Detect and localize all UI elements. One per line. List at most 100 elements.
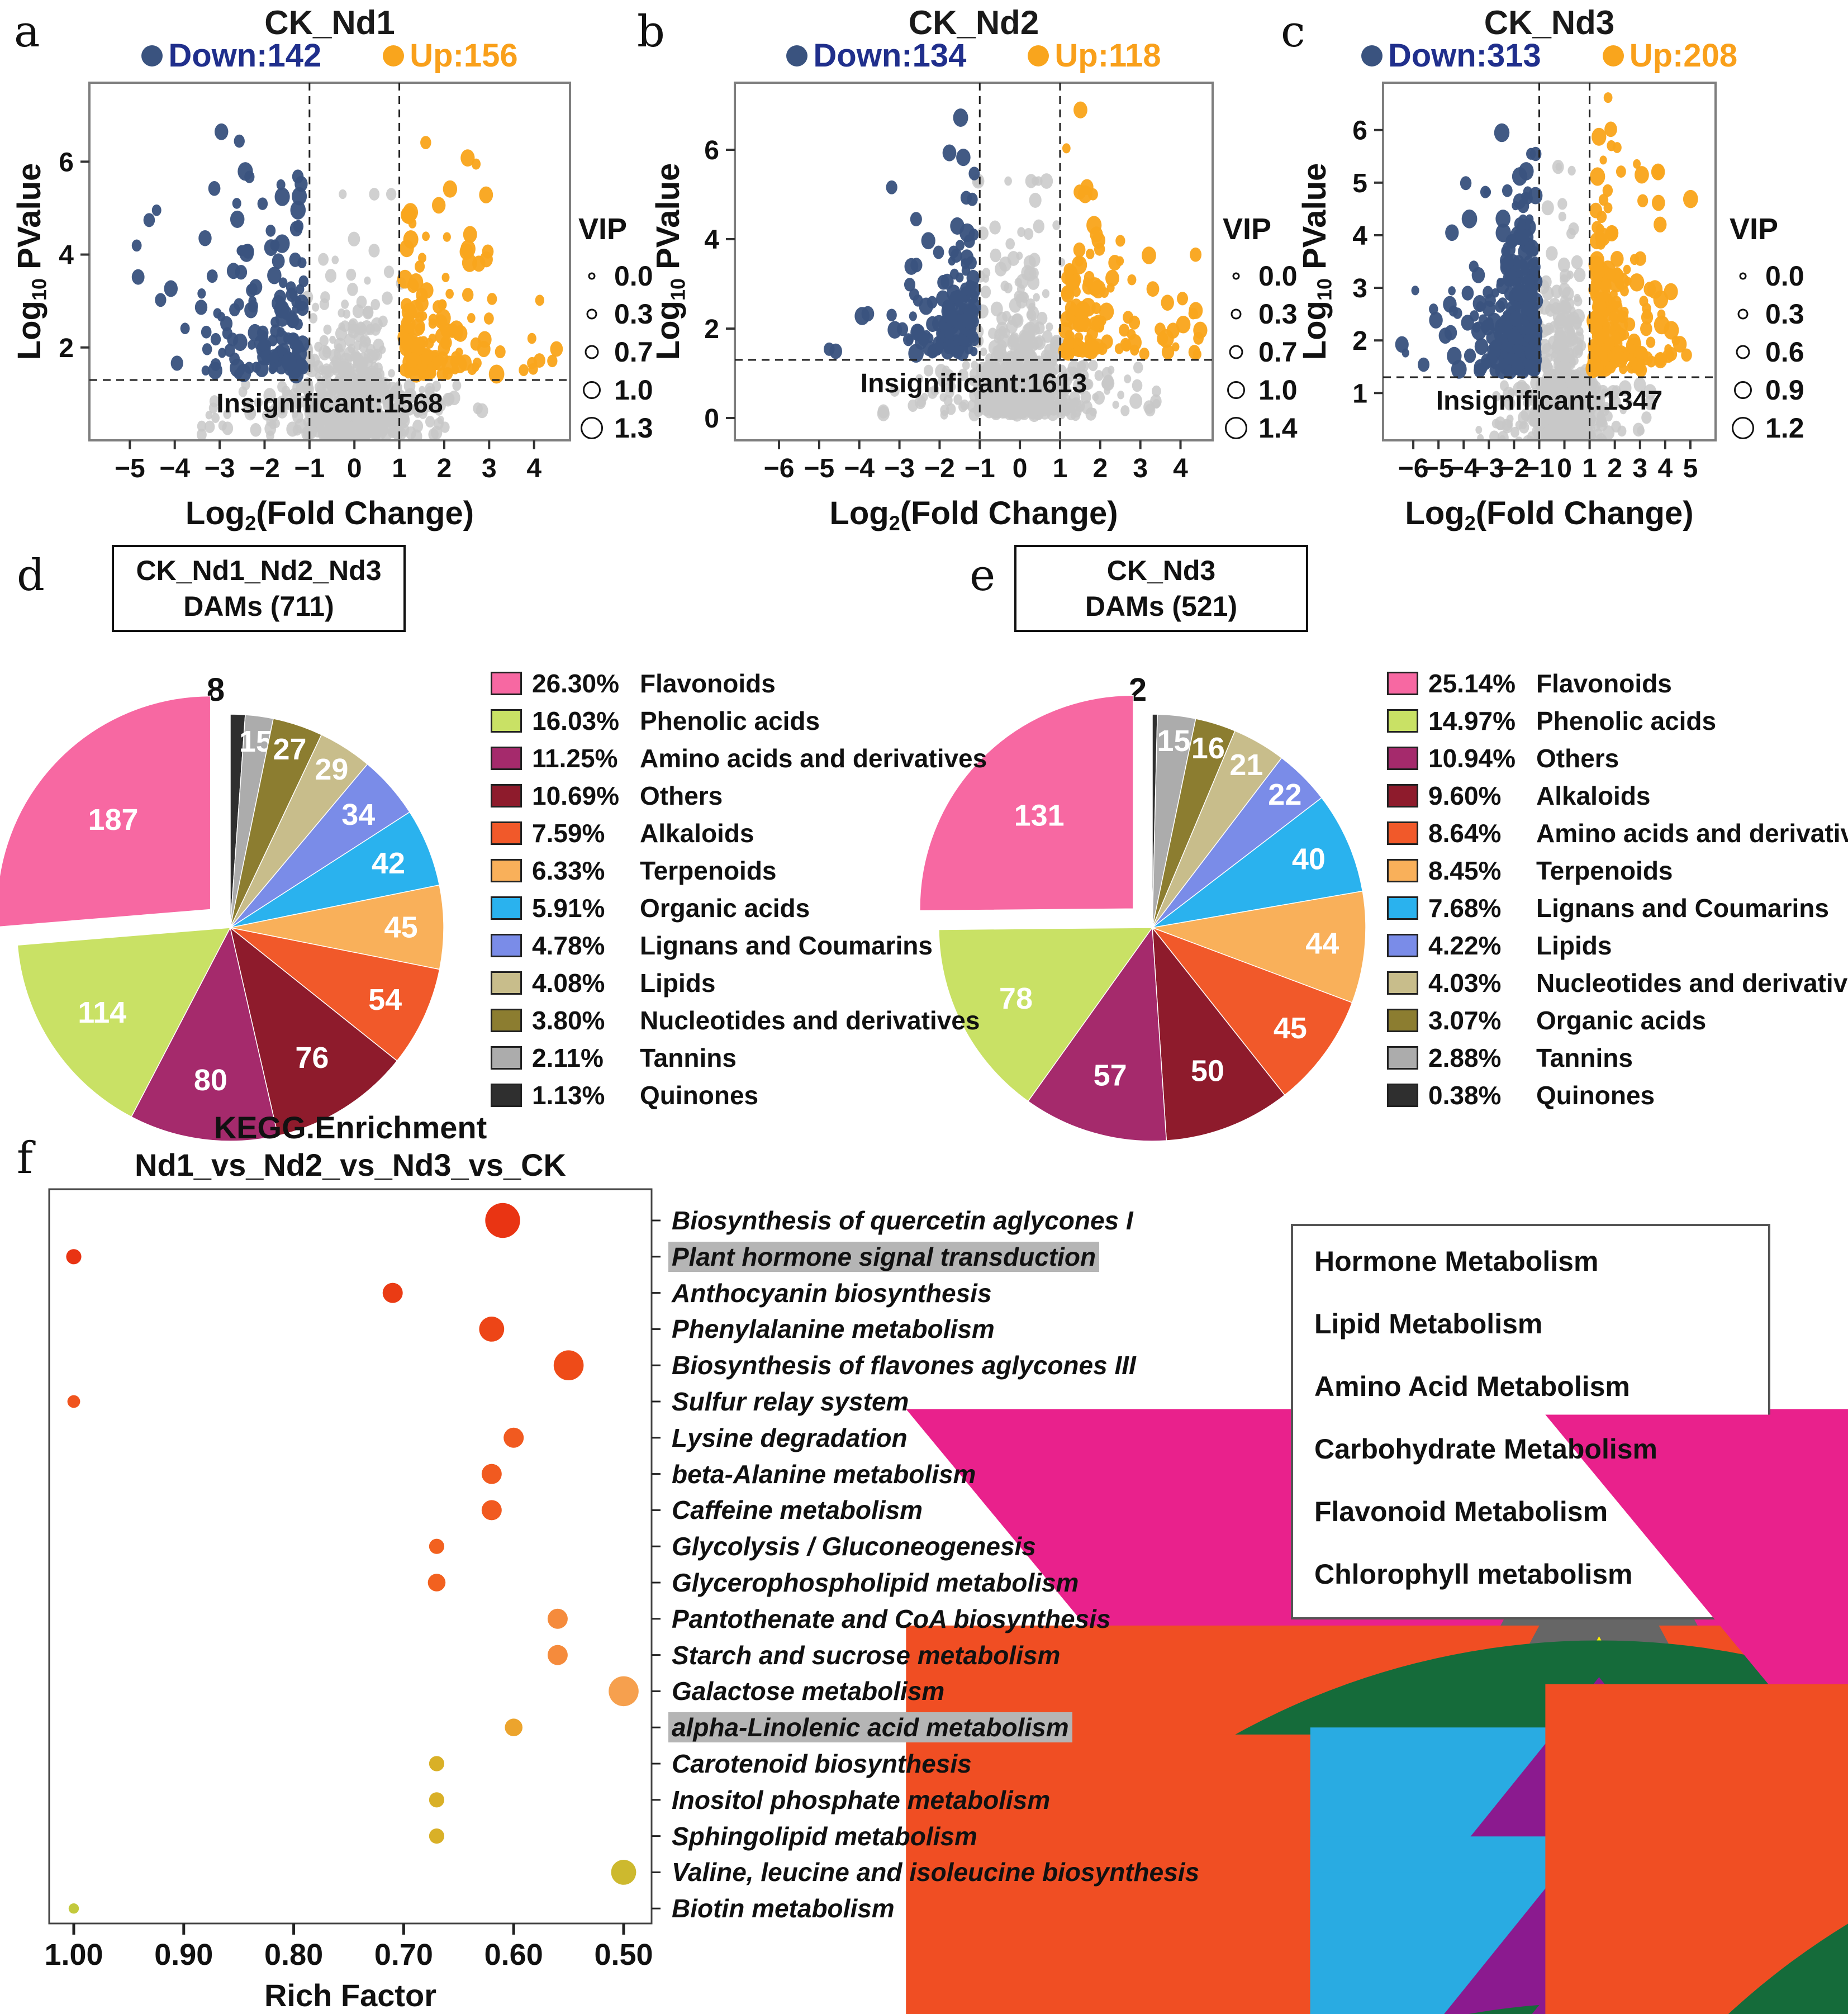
data-point bbox=[1079, 359, 1089, 372]
data-point bbox=[905, 335, 914, 345]
x-tick-label: 0 bbox=[1013, 454, 1028, 483]
pie-legend-row: 26.30% Flavonoids bbox=[491, 668, 776, 699]
points-group bbox=[1395, 92, 1698, 440]
data-point bbox=[933, 245, 944, 259]
data-point bbox=[293, 395, 301, 403]
data-point bbox=[999, 256, 1012, 272]
data-point bbox=[239, 244, 254, 262]
data-point bbox=[442, 367, 453, 380]
pie-title-line2: DAMs (711) bbox=[183, 591, 334, 622]
data-point bbox=[323, 324, 332, 335]
down-count-label: Down:313 bbox=[1388, 37, 1541, 74]
data-point bbox=[337, 361, 348, 375]
data-point bbox=[459, 243, 473, 260]
pie-legend-swatch bbox=[491, 672, 522, 695]
data-point bbox=[438, 299, 447, 311]
data-point bbox=[430, 425, 443, 440]
data-point bbox=[222, 327, 232, 340]
data-point bbox=[257, 197, 268, 210]
data-point bbox=[235, 264, 248, 280]
data-point bbox=[223, 409, 231, 420]
data-point bbox=[915, 374, 923, 383]
data-point bbox=[1091, 302, 1101, 315]
pie-legend-pct: 4.78% bbox=[532, 931, 605, 960]
up-count-label: Up:118 bbox=[1054, 37, 1161, 74]
data-point bbox=[966, 269, 980, 286]
data-point bbox=[909, 311, 917, 321]
data-point bbox=[243, 397, 253, 410]
data-point bbox=[270, 239, 280, 251]
data-point bbox=[1084, 270, 1095, 284]
up-legend-item: Up:156 bbox=[383, 37, 518, 74]
data-point bbox=[948, 245, 959, 258]
pie-legend-label: Flavonoids bbox=[1536, 669, 1672, 698]
data-point bbox=[363, 305, 374, 319]
data-point bbox=[962, 360, 970, 370]
data-point bbox=[272, 253, 285, 269]
data-point bbox=[418, 253, 426, 263]
data-point bbox=[411, 429, 422, 440]
volcano-legend-c: Down:313 Up:208 bbox=[1361, 37, 1737, 74]
data-point bbox=[205, 411, 213, 420]
data-point bbox=[984, 379, 992, 389]
data-point bbox=[346, 379, 359, 395]
pie-legend-pct: 4.22% bbox=[1428, 931, 1502, 960]
data-point bbox=[347, 282, 358, 296]
plot-box bbox=[88, 82, 571, 441]
pie-legend-swatch bbox=[491, 709, 522, 733]
x-axis-label: Log2(Fold Change) bbox=[829, 495, 1118, 534]
data-point bbox=[370, 298, 381, 311]
pie-legend-swatch bbox=[1387, 934, 1418, 957]
pie-legend-pct: 14.97% bbox=[1428, 706, 1516, 735]
data-point bbox=[1557, 198, 1567, 210]
pie-legend-swatch bbox=[491, 971, 522, 995]
data-point bbox=[151, 204, 161, 216]
data-point bbox=[289, 252, 301, 267]
data-point bbox=[329, 335, 336, 344]
data-point bbox=[234, 298, 244, 311]
data-point bbox=[550, 341, 563, 357]
kegg-category-legend-item: Amino Acid Metabolism bbox=[1314, 1370, 1848, 2014]
data-point bbox=[1042, 289, 1050, 298]
pie-legend-row: 7.68% Lignans and Coumarins bbox=[1387, 893, 1829, 923]
x-tick-label: 4 bbox=[526, 454, 541, 483]
data-point bbox=[460, 149, 475, 167]
data-point bbox=[1133, 361, 1143, 374]
data-point bbox=[982, 274, 989, 283]
data-point bbox=[1023, 398, 1030, 407]
data-point bbox=[263, 388, 276, 403]
data-point bbox=[431, 197, 446, 214]
data-point bbox=[921, 232, 935, 250]
data-point bbox=[940, 405, 949, 416]
data-point bbox=[983, 365, 990, 373]
y-tick-label: 2 bbox=[704, 315, 719, 344]
vip-size-circle bbox=[1231, 308, 1242, 320]
data-point bbox=[392, 401, 404, 416]
data-point bbox=[224, 344, 235, 357]
pie-legend-pct: 3.07% bbox=[1428, 1006, 1502, 1035]
vip-size-label: 0.7 bbox=[1258, 336, 1298, 368]
data-point bbox=[348, 231, 360, 247]
data-point bbox=[904, 278, 916, 292]
pie-legend-label: Lipids bbox=[640, 968, 716, 998]
data-point bbox=[960, 282, 971, 296]
data-point bbox=[962, 311, 977, 329]
data-point bbox=[1142, 246, 1156, 264]
data-point bbox=[994, 334, 1001, 344]
data-point bbox=[131, 269, 145, 285]
points-group bbox=[824, 101, 1208, 422]
vip-size-circle bbox=[586, 308, 597, 320]
data-point bbox=[198, 230, 212, 246]
x-tick-label: −1 bbox=[965, 454, 995, 483]
kegg-pathway-row: Plant hormone signal transduction bbox=[668, 1239, 1848, 2014]
data-point bbox=[246, 283, 258, 297]
data-point bbox=[1139, 348, 1149, 360]
pie-legend-label: Others bbox=[640, 781, 723, 810]
data-point bbox=[359, 335, 370, 348]
data-point bbox=[255, 360, 269, 377]
data-point bbox=[206, 269, 218, 283]
pie-legend-swatch bbox=[1387, 1009, 1418, 1032]
droplet-icon-glyph bbox=[1728, 1923, 1848, 2014]
data-point bbox=[1073, 377, 1086, 393]
data-point bbox=[339, 388, 348, 398]
